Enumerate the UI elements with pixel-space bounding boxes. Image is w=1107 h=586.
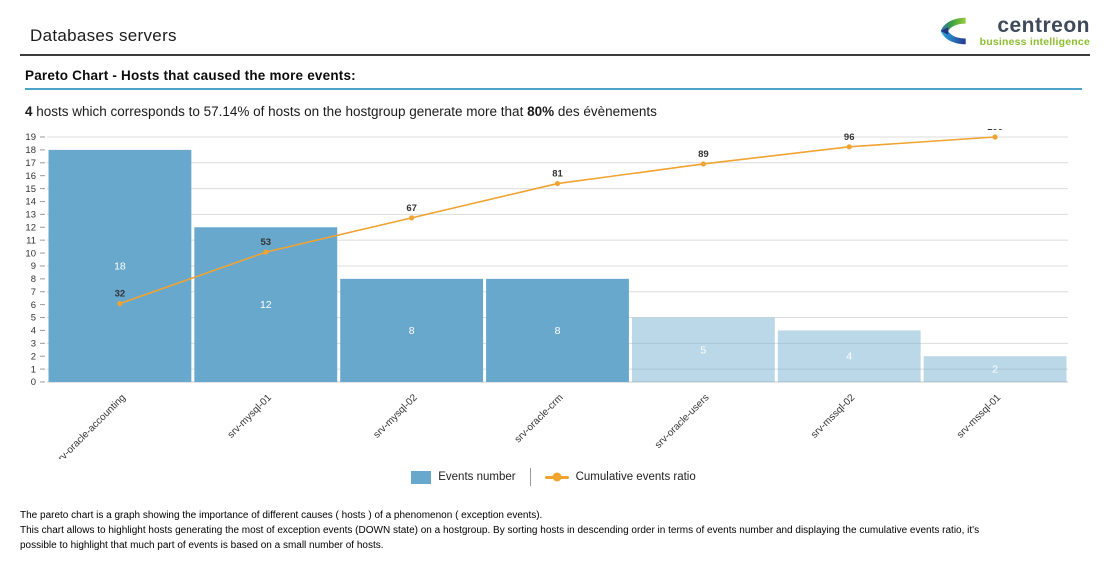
pareto-chart-svg: 01234567891011121314151617181918srv-orac…: [25, 122, 1068, 468]
y-tick-label: 5: [31, 313, 36, 324]
cumulative-point-label: 32: [115, 289, 126, 300]
chart-legend: Events number Cumulative events ratio: [0, 468, 1107, 486]
cumulative-ratio-marker-icon: [544, 475, 569, 479]
centreon-logo: centreon business intelligence: [936, 14, 1090, 48]
x-tick-label: srv-mysql-02: [372, 392, 421, 441]
cumulative-point-marker: [700, 161, 706, 167]
y-tick-label: 17: [25, 158, 36, 169]
bar: [923, 356, 1067, 382]
y-tick-label: 16: [25, 171, 36, 182]
y-tick-label: 15: [25, 184, 36, 195]
x-tick-label: srv-mssql-01: [955, 392, 1004, 441]
events-number-label: Events number: [438, 471, 516, 483]
cumulative-point-label: 67: [406, 203, 417, 214]
y-tick-label: 18: [25, 145, 36, 156]
x-tick-label: srv-oracle-accounting: [53, 392, 128, 459]
cumulative-point-marker: [992, 134, 998, 140]
x-tick-label: srv-mssql-02: [809, 392, 858, 441]
summary-host-count: 4: [25, 104, 33, 119]
legend-cumulative-ratio: Cumulative events ratio: [544, 471, 696, 483]
summary-text-b: des évènements: [554, 104, 657, 119]
y-tick-label: 9: [31, 261, 36, 272]
centreon-logo-tagline: business intelligence: [979, 35, 1090, 48]
header-divider: [20, 54, 1090, 56]
report-header: Databases servers centreon business inte…: [0, 0, 1107, 56]
bar: [631, 317, 775, 382]
events-number-swatch: [411, 470, 432, 484]
pareto-summary-sentence: 4 hosts which corresponds to 57.14% of h…: [25, 104, 1082, 119]
cumulative-point-label: 53: [260, 237, 271, 248]
bar-value-label: 8: [409, 325, 415, 337]
centreon-logo-icon: [940, 17, 966, 45]
bar-value-label: 18: [114, 260, 126, 272]
y-tick-label: 2: [31, 351, 36, 362]
pareto-chart: 0 1 2 3 4 5 6 7 8 9 10 11 12 13 14 15 16 17 18 19 18 srv-orac…: [20, 122, 1107, 468]
cumulative-point-marker: [554, 180, 561, 187]
x-tick-label: srv-oracle-crm: [513, 392, 566, 445]
legend-separator: [529, 468, 531, 486]
y-tick-label: 4: [31, 326, 36, 337]
chart-description: The pareto chart is a graph showing the …: [20, 510, 980, 551]
cumulative-point-marker: [846, 144, 852, 150]
bar-value-label: 8: [555, 325, 561, 337]
chart-section-title: Pareto Chart - Hosts that caused the mor…: [25, 68, 1082, 90]
x-tick-label: srv-oracle-users: [653, 392, 711, 450]
cumulative-point-label: 89: [698, 149, 709, 160]
y-tick-label: 1: [31, 364, 36, 375]
legend-events-number: Events number: [411, 470, 516, 484]
cumulative-point-marker: [263, 249, 269, 255]
bar-value-label: 4: [846, 351, 852, 363]
cumulative-point-label: 96: [844, 132, 855, 143]
y-tick-label: 11: [26, 235, 36, 246]
y-tick-label: 6: [31, 300, 36, 311]
x-tick-label: srv-mysql-01: [226, 392, 275, 441]
bar: [777, 330, 921, 382]
centreon-logo-wordmark: centreon: [997, 13, 1090, 37]
cumulative-point-label: 81: [552, 169, 563, 180]
y-tick-label: 8: [31, 274, 36, 285]
y-tick-label: 7: [31, 287, 36, 298]
bar-value-label: 5: [700, 344, 706, 356]
y-tick-label: 10: [25, 248, 36, 259]
bar-value-label: 2: [992, 364, 998, 376]
y-tick-label: 0: [31, 377, 36, 388]
page-title: Databases servers: [30, 26, 177, 45]
bar: [48, 149, 192, 382]
summary-percent: 80%: [527, 104, 555, 119]
bar-value-label: 12: [260, 299, 272, 311]
summary-text-a: hosts which corresponds to 57.14% of hos…: [32, 104, 528, 119]
y-tick-label: 19: [25, 132, 36, 143]
cumulative-ratio-label: Cumulative events ratio: [575, 471, 696, 483]
cumulative-point-marker: [117, 301, 123, 307]
cumulative-point-marker: [409, 215, 415, 221]
bar: [340, 278, 484, 382]
y-tick-label: 14: [25, 197, 36, 208]
y-tick-label: 13: [25, 210, 36, 221]
cumulative-point-label: 100: [987, 129, 1003, 133]
y-tick-label: 3: [31, 339, 36, 350]
bar: [486, 278, 629, 382]
y-tick-label: 12: [25, 222, 36, 233]
